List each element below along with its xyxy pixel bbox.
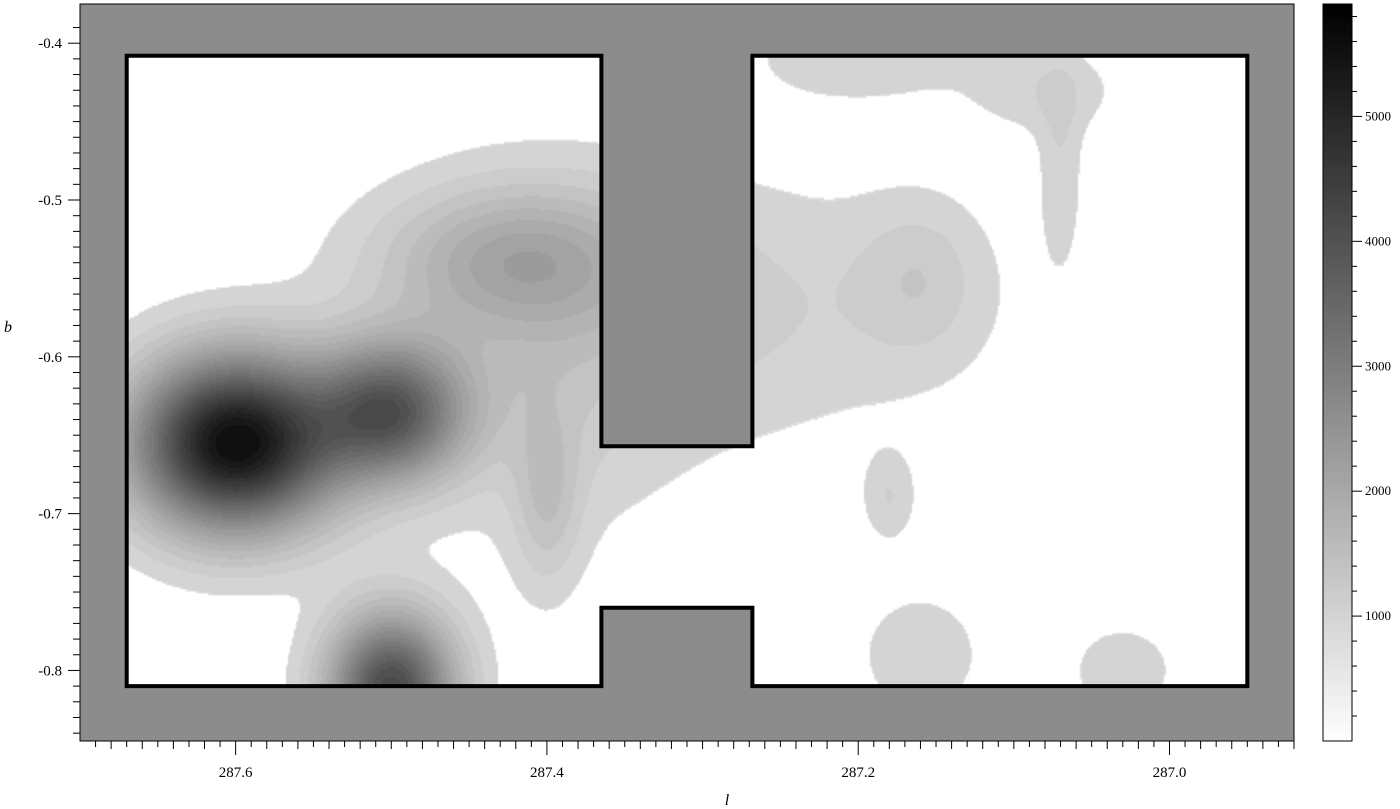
y-tick-label: -0.8: [38, 663, 62, 679]
colorbar-tick-label: 1000: [1365, 608, 1391, 623]
colorbar-tick-label: 4000: [1365, 233, 1391, 248]
y-tick-label: -0.5: [38, 193, 62, 209]
x-axis-label: l: [725, 792, 730, 809]
y-tick-label: -0.7: [38, 507, 62, 523]
y-axis-label: b: [4, 319, 12, 336]
colorbar-tick-label: 3000: [1365, 358, 1391, 373]
colorbar-axis: 1000 2000 3000 4000 5000: [1352, 15, 1391, 717]
colorbar-gradient: [1323, 4, 1352, 741]
y-tick-label: -0.6: [38, 350, 62, 366]
y-tick-label: -0.4: [38, 36, 62, 52]
colorbar-tick-label: 5000: [1365, 108, 1391, 123]
x-tick-label: 287.2: [841, 765, 875, 781]
x-tick-label: 287.6: [219, 765, 253, 781]
x-axis: 287.6 287.4 287.2 287.0: [95, 741, 1295, 781]
x-tick-label: 287.0: [1153, 765, 1187, 781]
y-axis: -0.4 -0.5 -0.6 -0.7 -0.8: [38, 27, 80, 734]
colorbar-frame: [1322, 3, 1353, 742]
survey-boundary: [124, 53, 1250, 689]
colorbar-tick-label: 2000: [1365, 483, 1391, 498]
x-tick-label: 287.4: [530, 765, 564, 781]
